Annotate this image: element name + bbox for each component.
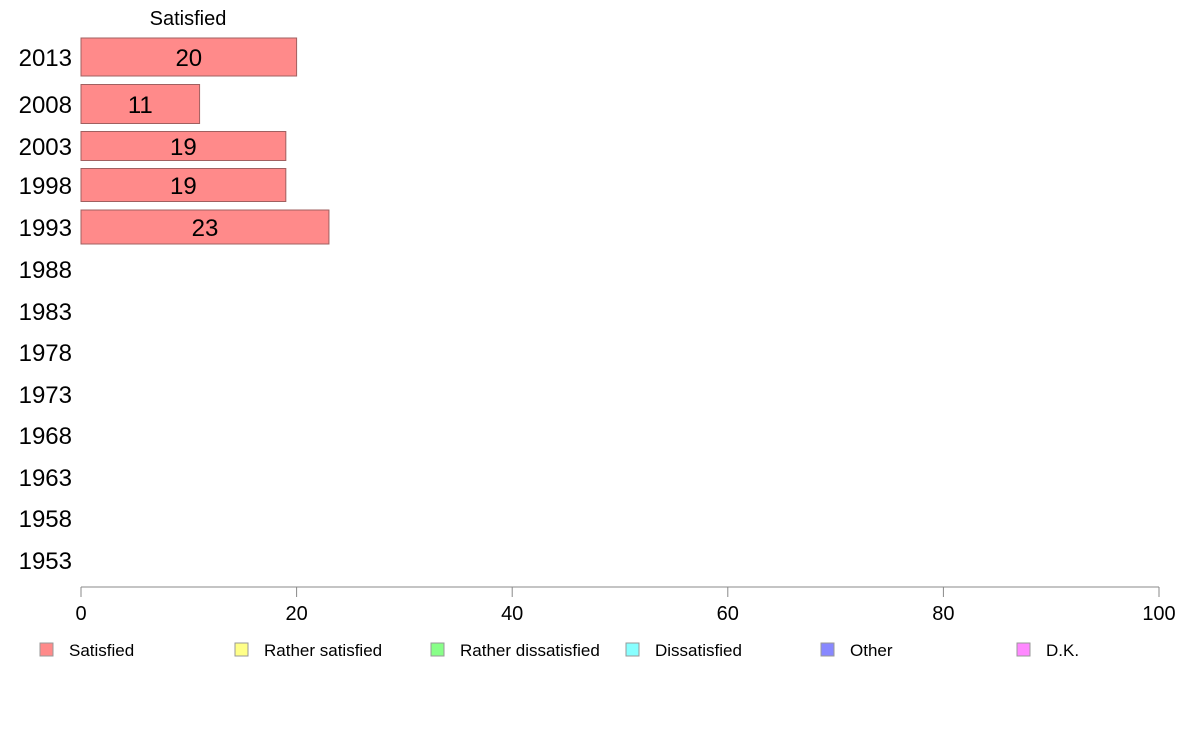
x-tick-label-80: 80 <box>932 603 954 625</box>
legend-swatch-rather-dissatisfied <box>430 642 445 657</box>
bar-1998-satisfied <box>80 168 287 202</box>
year-labels: 2013 2008 2003 1998 1993 1988 1983 1978 1973 1968… <box>19 45 72 575</box>
bar-value-2008: 11 <box>128 92 153 119</box>
series-header-label: Satisfied <box>150 8 227 30</box>
bar-value-1998: 19 <box>170 173 197 200</box>
year-label-2013: 2013 <box>19 45 72 72</box>
legend-swatch-rather-satisfied <box>234 642 249 657</box>
year-label-1958: 1958 <box>19 506 72 533</box>
legend-swatch-d-k- <box>1016 642 1031 657</box>
legend-label-other: Other <box>850 641 893 660</box>
legend-label-rather-dissatisfied: Rather dissatisfied <box>460 641 600 660</box>
year-label-1983: 1983 <box>19 299 72 326</box>
year-label-1963: 1963 <box>19 465 72 492</box>
legend-label-d-k-: D.K. <box>1046 641 1079 660</box>
bar-value-2013: 20 <box>175 45 202 72</box>
bar-2003-satisfied <box>80 131 287 161</box>
year-label-1973: 1973 <box>19 382 72 409</box>
year-label-2008: 2008 <box>19 92 72 119</box>
legend-label-rather-satisfied: Rather satisfied <box>264 641 382 660</box>
year-label-1998: 1998 <box>19 173 72 200</box>
year-label-1953: 1953 <box>19 548 72 575</box>
x-tick-label-0: 0 <box>75 603 86 625</box>
legend-label-satisfied: Satisfied <box>69 641 134 660</box>
year-label-1968: 1968 <box>19 423 72 450</box>
bar-value-2003: 19 <box>170 134 197 161</box>
x-tick-label-100: 100 <box>1142 603 1175 625</box>
legend-swatch-dissatisfied <box>625 642 640 657</box>
year-label-1993: 1993 <box>19 215 72 242</box>
year-label-1978: 1978 <box>19 340 72 367</box>
bar-value-1993: 23 <box>192 215 219 242</box>
bars: 20 11 19 19 23 <box>80 37 330 245</box>
year-label-1988: 1988 <box>19 257 72 284</box>
legend-swatch-satisfied <box>39 642 54 657</box>
legend: Satisfied Rather satisfied Rather dissatis… <box>39 641 1079 660</box>
x-tick-label-20: 20 <box>285 603 307 625</box>
x-tick-label-40: 40 <box>501 603 523 625</box>
x-tick-label-60: 60 <box>717 603 739 625</box>
bar-1993-satisfied <box>80 209 330 245</box>
legend-label-dissatisfied: Dissatisfied <box>655 641 742 660</box>
bar-2008-satisfied <box>80 84 201 124</box>
x-axis: 0 20 40 60 80 100 <box>75 586 1176 625</box>
legend-swatch-other <box>820 642 835 657</box>
year-label-2003: 2003 <box>19 134 72 161</box>
bar-2013-satisfied <box>80 37 298 77</box>
